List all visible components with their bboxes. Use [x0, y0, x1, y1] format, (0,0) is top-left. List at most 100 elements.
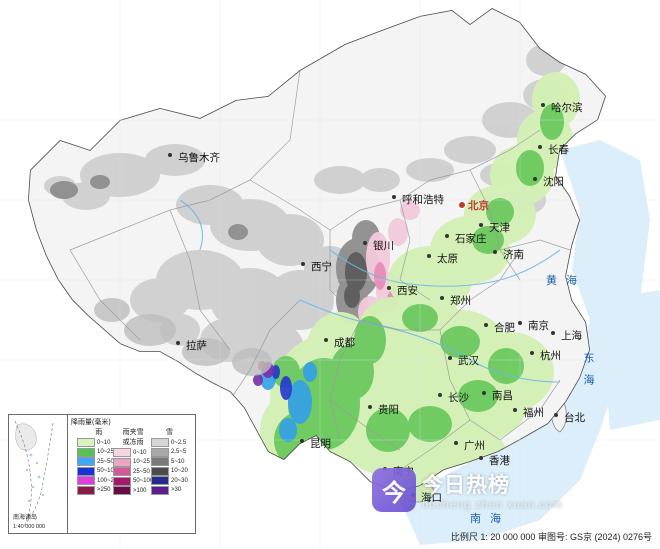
legend-column: 雨夹雪 或冻雨 0~10 10~25 25~50 50~100 >100 [113, 427, 153, 496]
city-marker [368, 405, 372, 409]
sea-label: 黄 海 [546, 275, 581, 287]
legend-swatch [151, 485, 169, 495]
legend-swatch [151, 457, 169, 466]
city-label: 台北 [564, 412, 585, 424]
city-marker [530, 351, 534, 355]
city-label: 郑州 [450, 295, 471, 307]
legend-item-label: 5~10 [171, 458, 185, 465]
inset-scale: 1:40 000 000 [13, 524, 46, 530]
legend-item-label: 0~2.5 [171, 439, 187, 446]
legend-item: 10~25 [77, 447, 121, 457]
sea-label: 南 海 [470, 513, 505, 525]
city-label: 南昌 [492, 390, 513, 402]
legend-item-label: 50~100 [133, 478, 154, 484]
city-label: 香港 [489, 455, 510, 467]
city-marker [482, 391, 486, 395]
watermark-en: bocheng zhen xuan.com [422, 499, 563, 511]
city-marker [176, 341, 180, 345]
legend-item-label: 100~250 [97, 477, 121, 484]
legend-item: 0~10 [113, 448, 153, 457]
city-marker [387, 286, 391, 290]
legend-item: 25~50 [113, 467, 153, 476]
legend-column-header: 雨夹雪 或冻雨 [122, 429, 144, 446]
city-label: 哈尔滨 [551, 102, 583, 114]
legend-item: 50~100 [113, 476, 154, 486]
legend-item: 10~25 [113, 457, 153, 467]
legend-item: 20~30 [151, 476, 188, 485]
city-marker [518, 321, 522, 325]
legend-swatch [77, 485, 95, 495]
city-label: 杭州 [540, 350, 561, 362]
city-label: 长春 [548, 144, 569, 156]
legend-column: 雨 0~10 10~25 25~50 50~100 100~250 >250 [77, 427, 121, 495]
legend-item-label: 2.5~5 [171, 449, 187, 455]
legend-item-label: 0~10 [133, 449, 147, 456]
city-marker [479, 223, 483, 227]
legend-swatch [77, 457, 95, 466]
legend-item-label: >30 [171, 487, 182, 493]
city-marker [448, 356, 452, 360]
city-marker [538, 145, 542, 149]
legend-item: 0~2.5 [151, 438, 188, 447]
city-label: 北京 [468, 200, 489, 212]
legend-item: 50~100 [77, 466, 121, 476]
legend-title: 降雨量(毫米) [71, 419, 111, 426]
city-marker [533, 177, 537, 181]
city-label: 南京 [528, 320, 549, 332]
legend-item: >100 [113, 486, 153, 495]
city-marker [438, 393, 442, 397]
city-marker [493, 250, 497, 254]
legend-swatch [151, 438, 169, 447]
city-marker [458, 201, 466, 209]
legend-swatch [77, 476, 95, 485]
legend-swatch [77, 438, 95, 447]
city-marker [484, 323, 488, 327]
city-label: 乌鲁木齐 [178, 152, 220, 164]
city-label: 沈阳 [543, 176, 564, 188]
legend-item: 100~250 [77, 476, 121, 485]
legend-swatch [113, 476, 131, 486]
city-label: 济南 [503, 249, 524, 261]
city-marker [440, 296, 444, 300]
legend-swatch [77, 447, 95, 457]
legend-swatch [151, 476, 169, 485]
city-marker [324, 338, 328, 342]
city-marker [168, 153, 172, 157]
legend-swatch [113, 448, 131, 457]
city-label: 呼和浩特 [402, 194, 444, 206]
legend-column-header: 雨 [95, 429, 103, 436]
legend-item-label: 10~25 [97, 449, 114, 455]
watermark-cn: 今日热榜 [422, 474, 510, 497]
legend-item: >30 [151, 485, 188, 495]
city-label: 石家庄 [455, 233, 487, 245]
watermark: 今 今日热榜 bocheng zhen xuan.com [372, 468, 563, 512]
legend-column: 雪 0~2.5 2.5~5 5~10 10~20 20~30 >30 [151, 427, 188, 495]
city-label: 武汉 [458, 355, 479, 367]
legend-item: >250 [77, 485, 121, 495]
sea-label: 东 海 [582, 352, 594, 390]
legend-item-label: 10~25 [133, 459, 150, 465]
legend-item: 0~10 [77, 438, 121, 447]
legend-swatch [77, 466, 95, 476]
legend-item-label: >100 [133, 487, 147, 494]
city-marker [392, 195, 396, 199]
city-label: 银川 [373, 240, 394, 252]
footer-scale-text: 比例尺 1: 20 000 000 审图号: GS京 (2024) 0276号 [450, 532, 652, 542]
city-marker [479, 456, 483, 460]
south-china-sea-inset: 南海诸岛 1:40 000 000 [8, 414, 68, 534]
city-label: 上海 [561, 330, 582, 342]
legend-item: 5~10 [151, 457, 188, 466]
city-label: 贵阳 [378, 404, 399, 416]
city-label: 成都 [334, 337, 355, 349]
legend-item-label: 0~10 [97, 439, 111, 446]
legend-item-label: 10~20 [171, 468, 188, 474]
city-marker [541, 103, 545, 107]
legend-item-label: 25~50 [133, 468, 150, 475]
legend-item: 2.5~5 [151, 447, 188, 457]
legend-item-label: 50~100 [97, 468, 118, 474]
legend-item: 10~20 [151, 466, 188, 476]
legend-swatch [151, 447, 169, 457]
